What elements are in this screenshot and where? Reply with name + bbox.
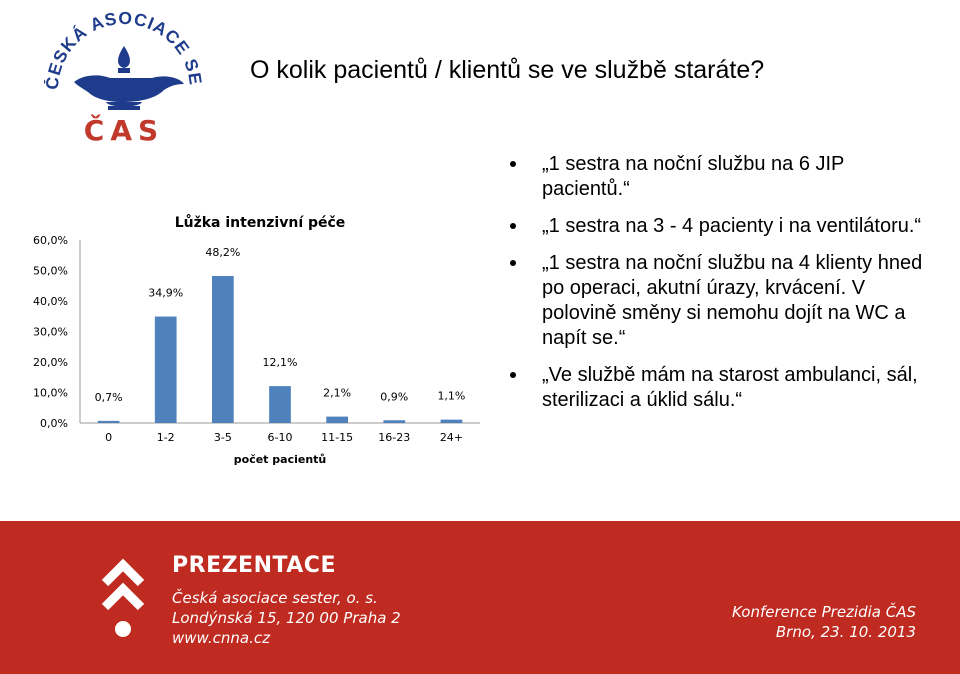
x-tick-label: 3-5 bbox=[214, 431, 232, 444]
bar-value-label: 0,7% bbox=[95, 391, 123, 404]
y-tick-label: 0,0% bbox=[40, 417, 68, 430]
footer-date: Brno, 23. 10. 2013 bbox=[775, 623, 916, 641]
x-tick-label: 24+ bbox=[440, 431, 463, 444]
bullet-dot bbox=[510, 161, 516, 167]
bar-value-label: 12,1% bbox=[263, 356, 298, 369]
footer-org: Česká asociace sester, o. s. bbox=[172, 589, 378, 607]
x-tick-label: 16-23 bbox=[378, 431, 410, 444]
oil-lamp-icon bbox=[74, 46, 184, 110]
footer-address: Londýnská 15, 120 00 Praha 2 bbox=[172, 609, 401, 627]
bar bbox=[212, 275, 234, 423]
bar bbox=[440, 419, 463, 423]
bar bbox=[383, 420, 406, 423]
bullet-dot bbox=[510, 223, 516, 229]
x-tick-label: 6-10 bbox=[268, 431, 293, 444]
bar bbox=[97, 420, 120, 423]
footer-web[interactable]: www.cnna.cz bbox=[172, 629, 270, 647]
x-tick-label: 1-2 bbox=[157, 431, 175, 444]
cas-logo: ČESKÁ ASOCIACE SESTER ČAS bbox=[44, 2, 204, 147]
chart-title: Lůžka intenzivní péče bbox=[175, 214, 346, 231]
y-tick-label: 20,0% bbox=[33, 356, 68, 369]
bullet-text: „1 sestra na noční službu na 4 klienty h… bbox=[542, 252, 923, 349]
y-tick-label: 50,0% bbox=[33, 265, 68, 278]
bullet-item: „1 sestra na noční službu na 4 klienty h… bbox=[510, 251, 930, 351]
y-tick-label: 40,0% bbox=[33, 295, 68, 308]
y-tick-label: 30,0% bbox=[33, 326, 68, 339]
x-tick-label: 11-15 bbox=[321, 431, 353, 444]
bar bbox=[326, 416, 348, 423]
x-tick-label: 0 bbox=[105, 431, 112, 444]
bullet-item: „Ve službě mám na starost ambulanci, sál… bbox=[510, 363, 930, 413]
bullet-item: „1 sestra na 3 - 4 pacienty i na ventilá… bbox=[510, 214, 930, 239]
logo-abbrev: ČAS bbox=[84, 113, 164, 147]
bullet-text: „1 sestra na noční službu na 6 JIP pacie… bbox=[542, 153, 845, 200]
bar-value-label: 0,9% bbox=[380, 390, 408, 403]
y-tick-label: 10,0% bbox=[33, 387, 68, 400]
bar-value-label: 34,9% bbox=[148, 287, 183, 300]
footer-event: Konference Prezidia ČAS bbox=[731, 603, 916, 621]
bullet-list: „1 sestra na noční službu na 6 JIP pacie… bbox=[510, 152, 930, 425]
footer-banner: PREZENTACE Česká asociace sester, o. s. … bbox=[0, 521, 960, 674]
bar-value-label: 1,1% bbox=[437, 390, 465, 403]
bullet-text: „Ve službě mám na starost ambulanci, sál… bbox=[542, 364, 918, 411]
chevrons-logo-icon bbox=[101, 558, 145, 637]
bar-value-label: 48,2% bbox=[205, 246, 240, 259]
x-axis-label: počet pacientů bbox=[234, 453, 326, 466]
bar bbox=[154, 316, 177, 423]
bar-chart: Lůžka intenzivní péče 0,0% 10,0% 20,0% 30,0… bbox=[33, 214, 480, 466]
bar bbox=[269, 386, 291, 423]
y-tick-label: 60,0% bbox=[33, 234, 68, 247]
bullet-dot bbox=[510, 372, 516, 378]
page-title: O kolik pacientů / klientů se ve službě … bbox=[250, 56, 765, 84]
bar-value-label: 2,1% bbox=[323, 387, 351, 400]
bullet-dot bbox=[510, 260, 516, 266]
footer-heading: PREZENTACE bbox=[172, 553, 336, 578]
bullet-item: „1 sestra na noční službu na 6 JIP pacie… bbox=[510, 152, 930, 202]
bullet-text: „1 sestra na 3 - 4 pacienty i na ventilá… bbox=[542, 215, 922, 237]
